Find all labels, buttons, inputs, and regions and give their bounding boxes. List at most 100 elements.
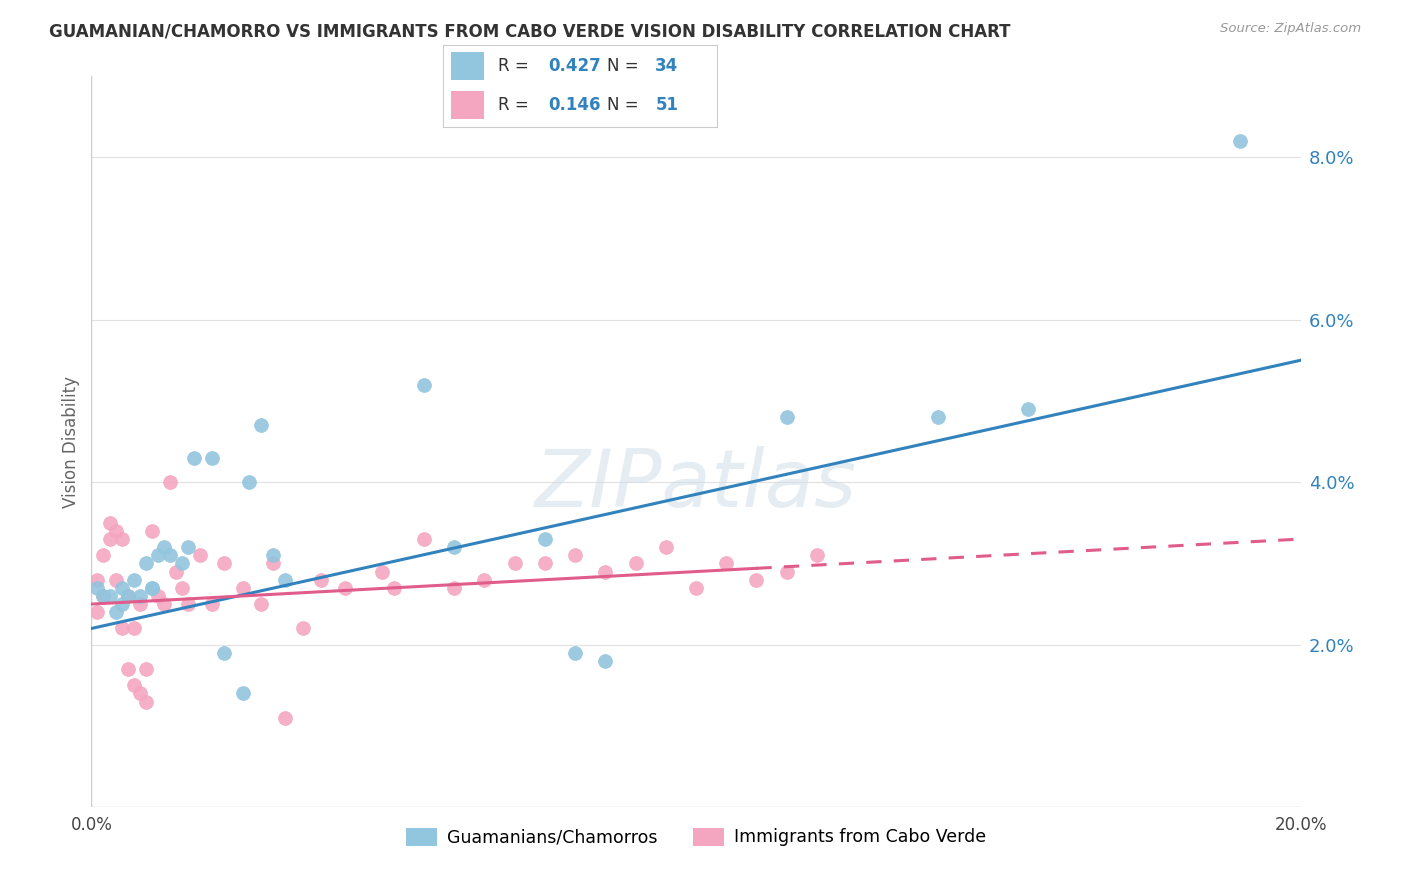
Point [86,605,108,619]
Point [188,549,211,563]
Point [1229,134,1251,148]
Point [153,597,176,611]
Point [201,450,224,465]
Point [274,573,297,587]
Y-axis label: Vision Disability: Vision Disability [62,376,80,508]
Text: 51: 51 [655,96,678,114]
Point [927,410,949,425]
Point [111,532,132,546]
Point [776,410,799,425]
Point [141,581,163,595]
Point [413,532,436,546]
Point [249,597,271,611]
Text: N =: N = [607,96,644,114]
Text: 34: 34 [655,57,679,75]
Point [104,605,127,619]
Point [177,540,200,554]
Text: 0.146: 0.146 [548,96,600,114]
Point [262,549,284,563]
Point [93,589,115,603]
Point [177,597,200,611]
Point [172,581,194,595]
Point [382,581,405,595]
Point [104,573,127,587]
Point [122,678,145,692]
Point [141,581,163,595]
Text: ZIPatlas: ZIPatlas [534,446,858,524]
Point [93,589,115,603]
Point [249,418,271,433]
Point [214,646,236,660]
Point [714,557,737,571]
Point [128,597,150,611]
Text: R =: R = [498,57,534,75]
Point [564,549,586,563]
Legend: Guamanians/Chamorros, Immigrants from Cabo Verde: Guamanians/Chamorros, Immigrants from Ca… [399,821,993,854]
Point [159,475,181,490]
Text: R =: R = [498,96,534,114]
Point [117,589,139,603]
Point [111,597,132,611]
Point [128,686,150,700]
Point [413,377,436,392]
Point [685,581,707,595]
Point [214,557,236,571]
Point [1018,402,1040,417]
Point [503,557,526,571]
Point [98,532,121,546]
Point [262,557,284,571]
Point [98,516,121,530]
Point [443,540,465,554]
Point [231,581,253,595]
Point [274,711,297,725]
Point [104,524,127,538]
Point [370,565,392,579]
Point [292,622,315,636]
Point [201,597,224,611]
Point [146,589,169,603]
Point [745,573,768,587]
Point [111,581,132,595]
Point [117,662,139,676]
Point [654,540,676,554]
Point [93,549,115,563]
Point [309,573,332,587]
Point [165,565,187,579]
Point [141,524,163,538]
Point [86,581,108,595]
Point [117,589,139,603]
Point [533,557,555,571]
Text: 0.427: 0.427 [548,57,602,75]
Point [472,573,495,587]
Point [806,549,828,563]
Text: Source: ZipAtlas.com: Source: ZipAtlas.com [1220,22,1361,36]
Point [159,549,181,563]
Point [146,549,169,563]
Point [122,622,145,636]
Point [122,573,145,587]
Point [335,581,357,595]
Point [564,646,586,660]
Point [135,662,157,676]
Point [595,654,617,668]
Point [183,450,205,465]
Point [776,565,799,579]
Text: GUAMANIAN/CHAMORRO VS IMMIGRANTS FROM CABO VERDE VISION DISABILITY CORRELATION C: GUAMANIAN/CHAMORRO VS IMMIGRANTS FROM CA… [49,22,1011,40]
Point [595,565,617,579]
Point [86,573,108,587]
Point [238,475,260,490]
Point [172,557,194,571]
FancyBboxPatch shape [451,91,484,120]
FancyBboxPatch shape [451,52,484,80]
Point [111,622,132,636]
Point [98,589,121,603]
Point [135,695,157,709]
Point [153,540,176,554]
Point [533,532,555,546]
Point [443,581,465,595]
Point [135,557,157,571]
Text: N =: N = [607,57,644,75]
Point [128,589,150,603]
Point [231,686,253,700]
Point [624,557,647,571]
